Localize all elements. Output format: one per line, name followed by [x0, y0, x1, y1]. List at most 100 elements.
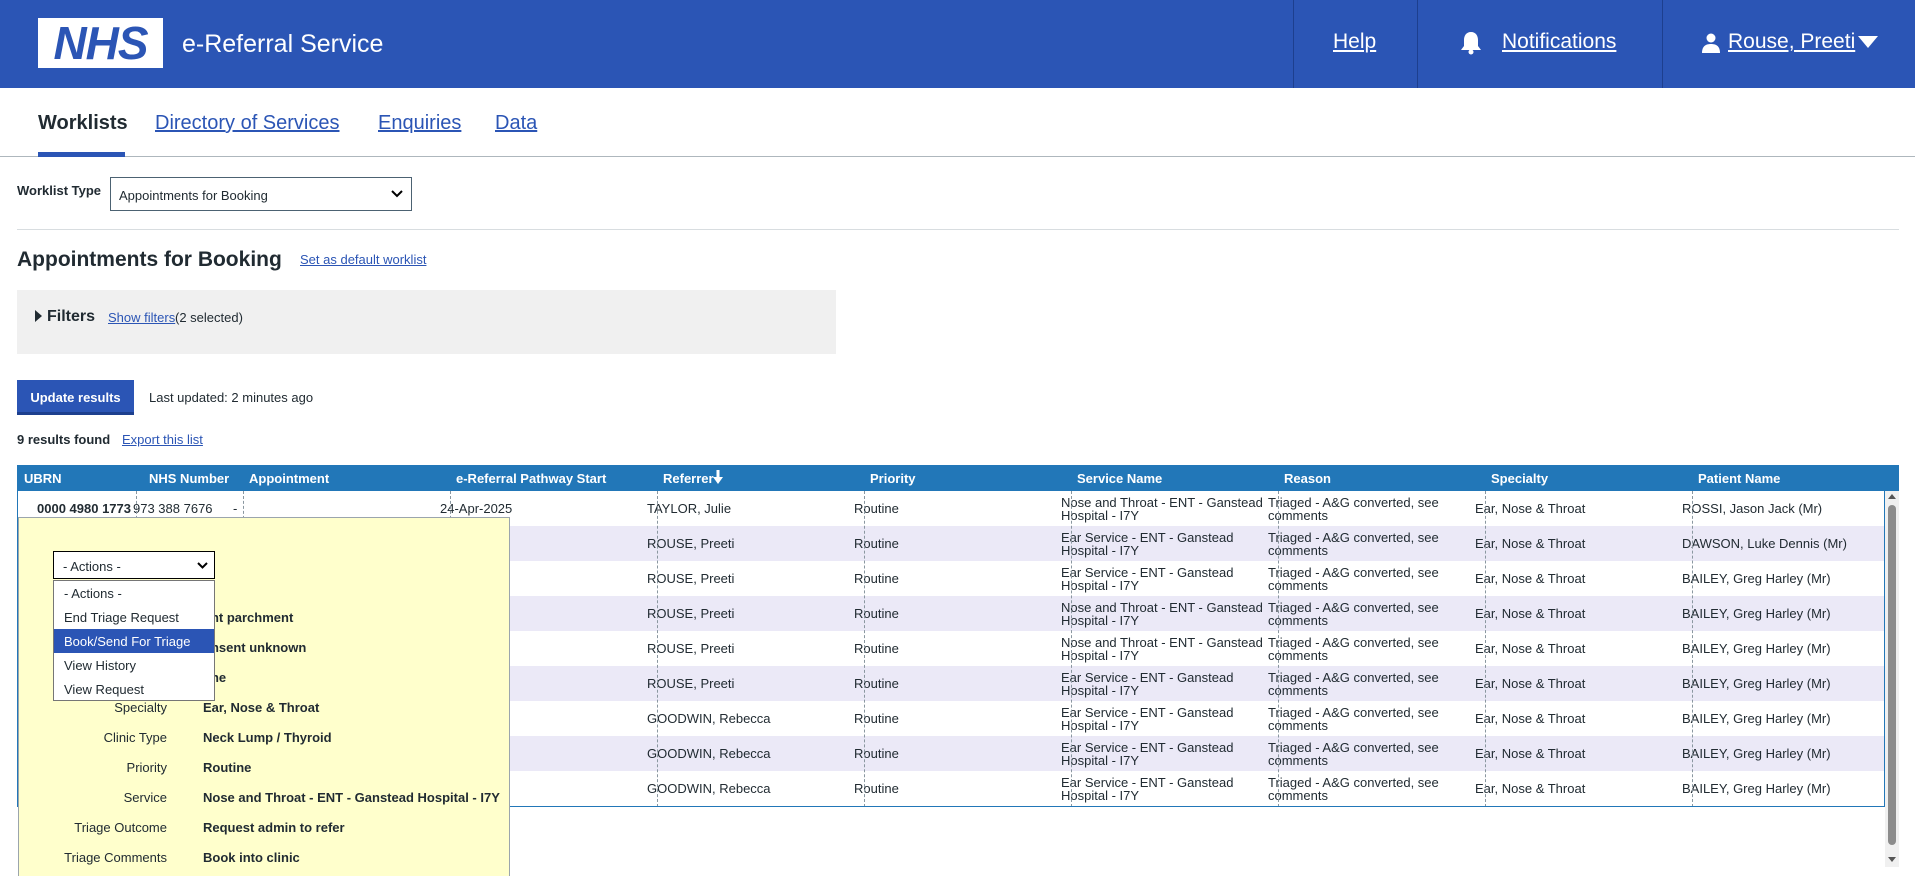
detail-label: Priority	[126, 760, 167, 775]
chevron-down-icon	[391, 190, 403, 198]
actions-option[interactable]: View Request	[64, 682, 144, 697]
cell-specialty: Ear, Nose & Throat	[1475, 571, 1586, 586]
cell-specialty: Ear, Nose & Throat	[1475, 641, 1586, 656]
cell-priority: Routine	[854, 501, 899, 516]
update-results-button[interactable]: Update results	[17, 380, 134, 415]
detail-value: Nose and Throat - ENT - Ganstead Hospita…	[203, 790, 500, 805]
column-header-pathway-start[interactable]: e-Referral Pathway Start	[456, 471, 607, 486]
column-divider	[1071, 491, 1072, 806]
detail-field: Triage Outcome Request admin to refer	[19, 820, 511, 840]
cell-priority: Routine	[854, 641, 899, 656]
expand-triangle-icon[interactable]	[35, 310, 42, 322]
detail-value: onsent unknown	[203, 640, 307, 655]
cell-service-name: Ear Service - ENT - Ganstead Hospital - …	[1061, 669, 1234, 698]
tab-worklists[interactable]: Worklists	[38, 112, 128, 134]
cell-service-name: Ear Service - ENT - Ganstead Hospital - …	[1061, 564, 1234, 593]
cell-service-name: Nose and Throat - ENT - Ganstead Hospita…	[1061, 634, 1263, 663]
worklist-type-value: Appointments for Booking	[119, 188, 268, 203]
export-list-link[interactable]: Export this list	[122, 432, 203, 447]
caret-down-icon[interactable]	[1858, 36, 1878, 48]
column-header-patient-name[interactable]: Patient Name	[1698, 471, 1781, 486]
actions-option[interactable]: Book/Send For Triage	[54, 629, 214, 653]
cell-patient-name: BAILEY, Greg Harley (Mr)	[1682, 641, 1831, 656]
user-menu-link[interactable]: Rouse, Preeti	[1728, 30, 1856, 53]
tab-directory-of-services[interactable]: Directory of Services	[155, 112, 340, 134]
filters-panel: Filters Show filters (2 selected)	[17, 290, 836, 354]
cell-appointment: -	[233, 501, 238, 516]
column-header-service-name[interactable]: Service Name	[1077, 471, 1163, 486]
column-header-referrer[interactable]: Referrer	[663, 471, 714, 486]
cell-reason: Triaged - A&G converted, see comments	[1268, 739, 1439, 768]
set-default-worklist-link[interactable]: Set as default worklist	[300, 252, 427, 267]
cell-referrer: ROUSE, Preeti	[647, 606, 735, 621]
filter-count: (2 selected)	[175, 310, 243, 325]
scrollbar-thumb[interactable]	[1888, 505, 1896, 845]
actions-option[interactable]: View History	[64, 658, 137, 673]
cell-referrer: ROUSE, Preeti	[647, 641, 735, 656]
cell-priority: Routine	[854, 571, 899, 586]
column-header-priority[interactable]: Priority	[870, 471, 916, 486]
help-link[interactable]: Help	[1333, 30, 1377, 53]
column-header-appointment[interactable]: Appointment	[249, 471, 330, 486]
worklist-type-select[interactable]: Appointments for Booking	[110, 177, 412, 211]
cell-patient-name: BAILEY, Greg Harley (Mr)	[1682, 711, 1831, 726]
filters-label[interactable]: Filters	[47, 308, 96, 325]
cell-priority: Routine	[854, 536, 899, 551]
notifications-link[interactable]: Notifications	[1502, 30, 1617, 53]
detail-label: Triage Outcome	[74, 820, 167, 835]
cell-referrer: GOODWIN, Rebecca	[647, 746, 771, 761]
detail-field: Clinic Type Neck Lump / Thyroid	[19, 730, 511, 750]
cell-reason: Triaged - A&G converted, see comments	[1268, 634, 1439, 663]
cell-patient-name: ROSSI, Jason Jack (Mr)	[1682, 501, 1823, 516]
nhs-logo[interactable]: NHS	[38, 18, 163, 68]
column-divider	[1692, 491, 1693, 806]
column-header-ubrn[interactable]: UBRN	[24, 471, 62, 486]
cell-nhs-number: 973 388 7676	[133, 501, 213, 516]
column-header-reason[interactable]: Reason	[1284, 471, 1331, 486]
table-header: UBRN NHS Number Appointment e-Referral P…	[17, 465, 1899, 491]
cell-patient-name: DAWSON, Luke Dennis (Mr)	[1682, 536, 1847, 551]
cell-patient-name: BAILEY, Greg Harley (Mr)	[1682, 606, 1831, 621]
scroll-down-icon[interactable]	[1888, 857, 1896, 862]
cell-ubrn[interactable]: 0000 4980 1773	[37, 501, 131, 516]
page-title: Appointments for Booking	[17, 248, 282, 271]
column-divider	[1278, 491, 1279, 806]
user-icon	[1702, 33, 1720, 53]
header-divider	[1293, 0, 1294, 88]
tab-data[interactable]: Data	[495, 112, 538, 134]
cell-service-name: Ear Service - ENT - Ganstead Hospital - …	[1061, 529, 1234, 558]
detail-field: Triage Comments Book into clinic	[19, 850, 511, 870]
detail-field: Service Nose and Throat - ENT - Ganstead …	[19, 790, 511, 810]
table-scrollbar[interactable]	[1885, 491, 1899, 867]
detail-label: Specialty	[114, 700, 167, 715]
actions-select[interactable]: - Actions -	[53, 551, 215, 579]
tab-enquiries[interactable]: Enquiries	[378, 112, 462, 134]
table-row[interactable]: 0000 4980 1773 973 388 7676 - 24-Apr-2025 TA…	[18, 491, 1884, 526]
chevron-down-icon	[197, 562, 208, 569]
column-header-nhs-number[interactable]: NHS Number	[149, 471, 230, 486]
detail-value: unt parchment	[203, 610, 294, 625]
cell-specialty: Ear, Nose & Throat	[1475, 711, 1586, 726]
cell-reason: Triaged - A&G converted, see comments	[1268, 529, 1439, 558]
scroll-up-icon[interactable]	[1888, 494, 1896, 499]
actions-option[interactable]: End Triage Request	[64, 610, 179, 625]
detail-value: Ear, Nose & Throat	[203, 700, 320, 715]
actions-dropdown-list: - Actions - End Triage Request Book/Send F…	[53, 580, 215, 701]
column-header-specialty[interactable]: Specialty	[1491, 471, 1549, 486]
actions-select-value: - Actions -	[63, 559, 121, 574]
cell-reason: Triaged - A&G converted, see comments	[1268, 564, 1439, 593]
cell-service-name: Ear Service - ENT - Ganstead Hospital - …	[1061, 739, 1234, 768]
cell-patient-name: BAILEY, Greg Harley (Mr)	[1682, 746, 1831, 761]
sort-down-icon[interactable]	[713, 470, 723, 484]
cell-service-name: Ear Service - ENT - Ganstead Hospital - …	[1061, 774, 1234, 803]
cell-referrer: GOODWIN, Rebecca	[647, 711, 771, 726]
site-header: NHS e-Referral Service Help Notification…	[0, 0, 1915, 88]
cell-reason: Triaged - A&G converted, see comments	[1268, 704, 1439, 733]
cell-priority: Routine	[854, 606, 899, 621]
cell-pathway-start: 24-Apr-2025	[440, 501, 513, 516]
show-filters-link[interactable]: Show filters	[108, 310, 176, 325]
cell-specialty: Ear, Nose & Throat	[1475, 676, 1586, 691]
actions-option[interactable]: - Actions -	[64, 586, 122, 601]
